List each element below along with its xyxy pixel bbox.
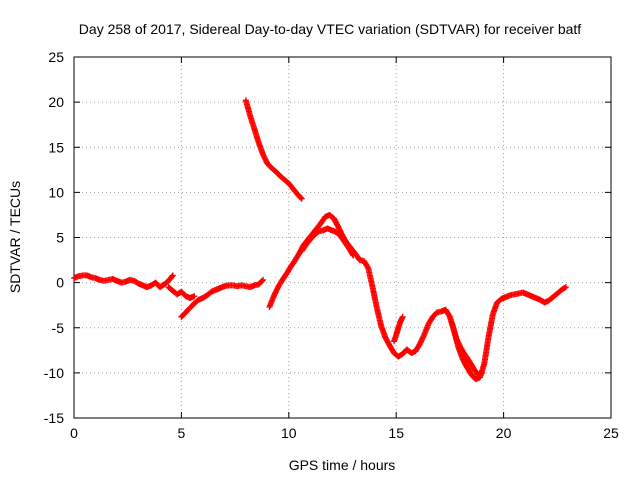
y-tick-label: 20 bbox=[48, 94, 64, 110]
y-tick-label: -15 bbox=[44, 410, 64, 426]
data-point bbox=[260, 276, 267, 283]
chart-title: Day 258 of 2017, Sidereal Day-to-day VTE… bbox=[79, 21, 582, 37]
x-axis-label: GPS time / hours bbox=[289, 457, 396, 473]
data-points bbox=[71, 97, 569, 383]
data-series bbox=[165, 284, 198, 301]
y-tick-label: 15 bbox=[48, 139, 64, 155]
x-tick-label: 10 bbox=[281, 425, 297, 441]
data-series bbox=[449, 320, 486, 378]
data-series bbox=[242, 97, 305, 202]
data-series bbox=[298, 225, 357, 259]
y-tick-label: -10 bbox=[44, 365, 64, 381]
data-point bbox=[298, 195, 305, 202]
y-tick-label: 10 bbox=[48, 184, 64, 200]
data-series bbox=[71, 272, 176, 291]
x-tick-label: 15 bbox=[388, 425, 404, 441]
data-point bbox=[479, 369, 486, 376]
y-tick-label: 25 bbox=[48, 49, 64, 65]
data-series bbox=[391, 313, 406, 345]
data-point bbox=[364, 263, 371, 270]
data-point bbox=[350, 252, 357, 259]
x-tick-label: 0 bbox=[70, 425, 78, 441]
data-point bbox=[562, 284, 569, 291]
data-point bbox=[297, 194, 304, 201]
data-point bbox=[259, 277, 266, 284]
x-tick-label: 25 bbox=[603, 425, 619, 441]
y-tick-label: 0 bbox=[56, 275, 64, 291]
data-point bbox=[191, 293, 198, 300]
x-tick-label: 5 bbox=[178, 425, 186, 441]
axis-ticks: 0 5 10 15 20 25 -15 -10 -5 0 5 10 15 20 25 bbox=[44, 49, 619, 441]
data-point bbox=[399, 313, 406, 320]
y-axis-label: SDTVAR / TECUs bbox=[7, 181, 23, 293]
data-point bbox=[169, 272, 176, 279]
y-tick-label: 5 bbox=[56, 230, 64, 246]
data-point bbox=[168, 273, 175, 280]
data-point bbox=[349, 251, 356, 258]
data-point bbox=[561, 284, 568, 291]
x-tick-label: 20 bbox=[496, 425, 512, 441]
data-series bbox=[178, 276, 267, 320]
y-tick-label: -5 bbox=[52, 320, 65, 336]
